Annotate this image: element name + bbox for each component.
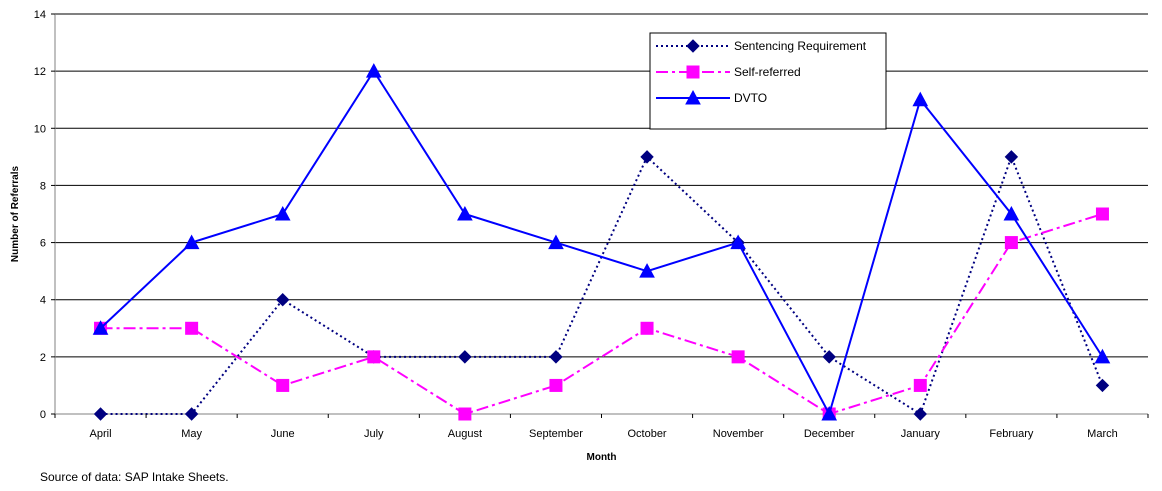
data-point [639,263,655,278]
legend-marker [685,89,701,105]
data-point [912,91,929,107]
data-point [640,321,654,335]
legend: Sentencing Requirement Self-referred DVTO [649,32,887,130]
data-point [1095,378,1110,393]
legend-item: DVTO [656,89,767,105]
data-point [913,407,927,421]
x-tick-label: August [448,428,482,440]
data-point [184,407,199,421]
x-tick-label: July [364,428,384,440]
data-point [731,350,745,364]
series-line [100,154,1104,416]
data-point [93,407,108,421]
x-axis-label: Month [587,452,617,463]
x-tick-label: January [901,428,941,440]
series-line [100,213,1103,416]
data-point [1003,205,1020,221]
series-dvto [92,63,1111,421]
data-point [457,205,473,221]
data-point [913,378,927,392]
x-tick-label: October [627,428,666,440]
y-tick-label: 0 [40,409,46,421]
series-layer [92,63,1111,421]
y-axis-ticks: 0 2 4 6 8 10 12 14 [34,9,55,421]
data-point [640,150,654,164]
y-tick-label: 14 [34,9,46,21]
data-point [1004,236,1018,250]
y-tick-label: 6 [40,238,46,250]
data-point [367,350,381,364]
data-point [92,320,109,335]
legend-item: Self-referred [656,65,801,79]
series-self-referred [94,207,1109,421]
data-point [1094,348,1111,364]
data-point [1095,207,1109,221]
y-tick-label: 10 [34,123,46,135]
data-point [548,234,564,250]
series-sentencing-requirement [93,150,1110,421]
data-point [730,234,746,250]
data-point [274,205,291,221]
legend-label: Sentencing Requirement [734,39,867,53]
data-point [1004,150,1019,164]
data-point [549,350,563,364]
data-point [458,407,472,421]
y-tick-label: 2 [40,352,46,364]
data-point [549,378,563,392]
data-point [183,234,200,250]
y-tick-label: 12 [34,66,46,78]
x-tick-label: December [804,428,855,440]
y-axis-label: Number of Referrals [10,165,21,262]
data-point [185,321,199,335]
legend-item: Sentencing Requirement [656,39,867,53]
source-note: Source of data: SAP Intake Sheets. [40,470,229,484]
data-point [821,405,838,421]
x-tick-label: February [989,428,1034,440]
legend-label: Self-referred [734,65,801,79]
data-point [365,63,382,78]
y-tick-label: 8 [40,180,46,192]
data-point [276,293,290,307]
data-point [822,350,836,364]
gridlines [55,13,1148,358]
x-tick-label: September [529,428,583,440]
series-line [99,69,1104,417]
data-point [276,378,290,392]
x-axis-ticks: April May June July August September October No… [54,414,1149,440]
legend-marker [686,39,700,53]
x-tick-label: June [271,428,295,440]
x-tick-label: May [181,428,202,440]
data-point [458,350,472,364]
y-tick-label: 4 [40,295,46,307]
legend-marker [686,65,700,79]
x-tick-label: March [1087,428,1118,440]
x-tick-label: April [90,428,112,440]
plot-area [54,14,1148,415]
legend-label: DVTO [734,91,767,105]
x-tick-label: November [713,428,764,440]
